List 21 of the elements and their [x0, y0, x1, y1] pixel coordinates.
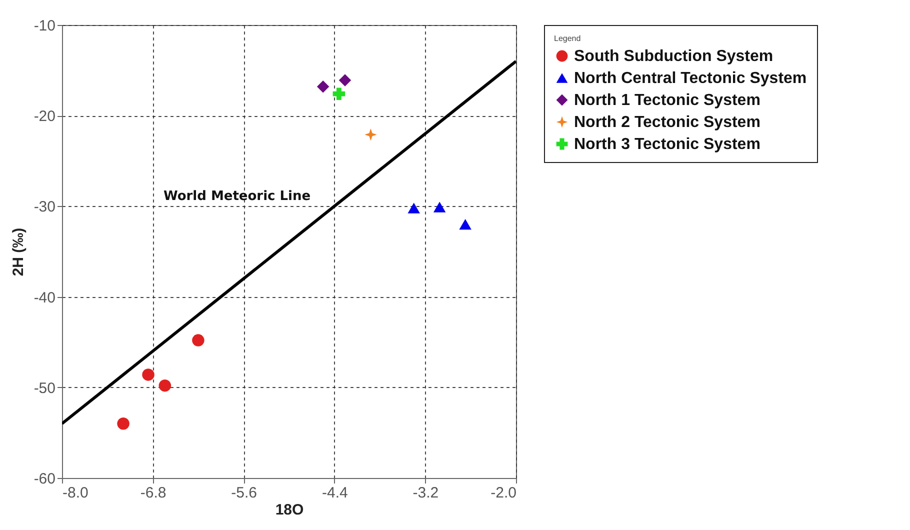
x-tick-label: -8.0 — [62, 484, 88, 502]
legend-title: Legend — [554, 34, 581, 43]
legend-label: North 1 Tectonic System — [574, 92, 760, 109]
x-tick-label: -3.2 — [412, 484, 439, 502]
legend-label: North 3 Tectonic System — [574, 136, 760, 153]
annotation: World Meteoric Line — [163, 189, 311, 204]
x-tick-label: -4.4 — [322, 484, 348, 502]
y-tick-label: -20 — [34, 108, 56, 126]
y-axis-title: 2H (‰) — [10, 228, 27, 276]
x-axis-title: 18O — [275, 502, 304, 518]
x-tick-label: -5.6 — [231, 484, 258, 502]
legend-label: North 2 Tectonic System — [574, 114, 760, 131]
legend-label: South Subduction System — [574, 48, 774, 65]
y-tick-label: -50 — [34, 380, 56, 397]
y-tick-label: -40 — [34, 289, 56, 306]
y-tick-label: -30 — [34, 198, 56, 216]
legend-label: North Central Tectonic System — [574, 70, 807, 87]
y-tick-label: -60 — [34, 470, 56, 488]
x-tick-label: -2.0 — [490, 484, 516, 502]
x-tick-label: -6.8 — [140, 484, 166, 502]
y-tick-label: -10 — [34, 18, 56, 34]
